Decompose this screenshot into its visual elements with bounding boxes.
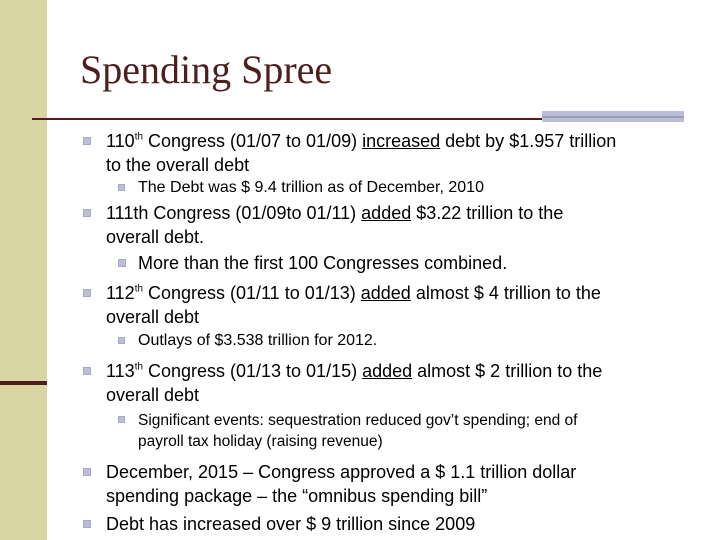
sub-bullet-debt-2010: The Debt was $ 9.4 trillion as of Decemb… — [118, 178, 484, 198]
sub-bullet-text: Significant events: sequestration reduce… — [138, 412, 578, 429]
sub-bullet-first-100: More than the first 100 Congresses combi… — [118, 251, 508, 275]
bullet-text-line: overall debt. — [106, 227, 205, 247]
bullet-111th-congress: 111th Congress (01/09to 01/11) added $3.… — [83, 201, 564, 249]
bullet-text-line: to the overall debt — [106, 155, 250, 175]
left-accent-line — [0, 381, 47, 385]
bullet-text-line: 113th Congress (01/13 to 01/15) added al… — [106, 361, 603, 381]
bullet-113th-congress: 113th Congress (01/13 to 01/15) added al… — [83, 359, 603, 407]
title-underline — [32, 118, 542, 120]
bullet-square-icon — [83, 468, 91, 476]
bullet-square-icon — [83, 289, 91, 297]
bullet-text-line: December, 2015 – Congress approved a $ 1… — [106, 462, 577, 482]
bullet-text-line: Debt has increased over $ 9 trillion sin… — [106, 514, 476, 534]
bullet-text-line: overall debt — [106, 307, 200, 327]
bullet-text-line: 111th Congress (01/09to 01/11) added $3.… — [106, 203, 564, 223]
title-rule-accent-line — [542, 116, 684, 118]
sub-bullet-text: Outlays of $3.538 trillion for 2012. — [138, 332, 378, 349]
bullet-square-icon — [83, 520, 91, 528]
bullet-square-icon — [118, 416, 125, 423]
bullet-square-icon — [118, 259, 126, 267]
left-decorative-bar — [0, 0, 47, 540]
bullet-december-2015: December, 2015 – Congress approved a $ 1… — [83, 460, 577, 508]
bullet-square-icon — [118, 337, 125, 344]
slide-title: Spending Spree — [80, 47, 333, 92]
bullet-debt-increase: Debt has increased over $ 9 trillion sin… — [83, 512, 476, 536]
bullet-112th-congress: 112th Congress (01/11 to 01/13) added al… — [83, 281, 601, 329]
bullet-text-line: 110th Congress (01/07 to 01/09) increase… — [106, 131, 617, 151]
bullet-text-line: overall debt — [106, 385, 200, 405]
bullet-text-line: spending package – the “omnibus spending… — [106, 486, 488, 506]
sub-bullet-text: The Debt was $ 9.4 trillion as of Decemb… — [138, 179, 484, 196]
sub-bullet-significant-events: Significant events: sequestration reduce… — [118, 410, 578, 452]
bullet-square-icon — [83, 209, 91, 217]
sub-bullet-text: payroll tax holiday (raising revenue) — [138, 433, 383, 450]
sub-bullet-text: More than the first 100 Congresses combi… — [138, 253, 508, 273]
sub-bullet-outlays-2012: Outlays of $3.538 trillion for 2012. — [118, 331, 378, 351]
bullet-square-icon — [83, 137, 91, 145]
bullet-110th-congress: 110th Congress (01/07 to 01/09) increase… — [83, 129, 617, 177]
bullet-square-icon — [83, 367, 91, 375]
bullet-square-icon — [118, 184, 125, 191]
bullet-text-line: 112th Congress (01/11 to 01/13) added al… — [106, 283, 601, 303]
